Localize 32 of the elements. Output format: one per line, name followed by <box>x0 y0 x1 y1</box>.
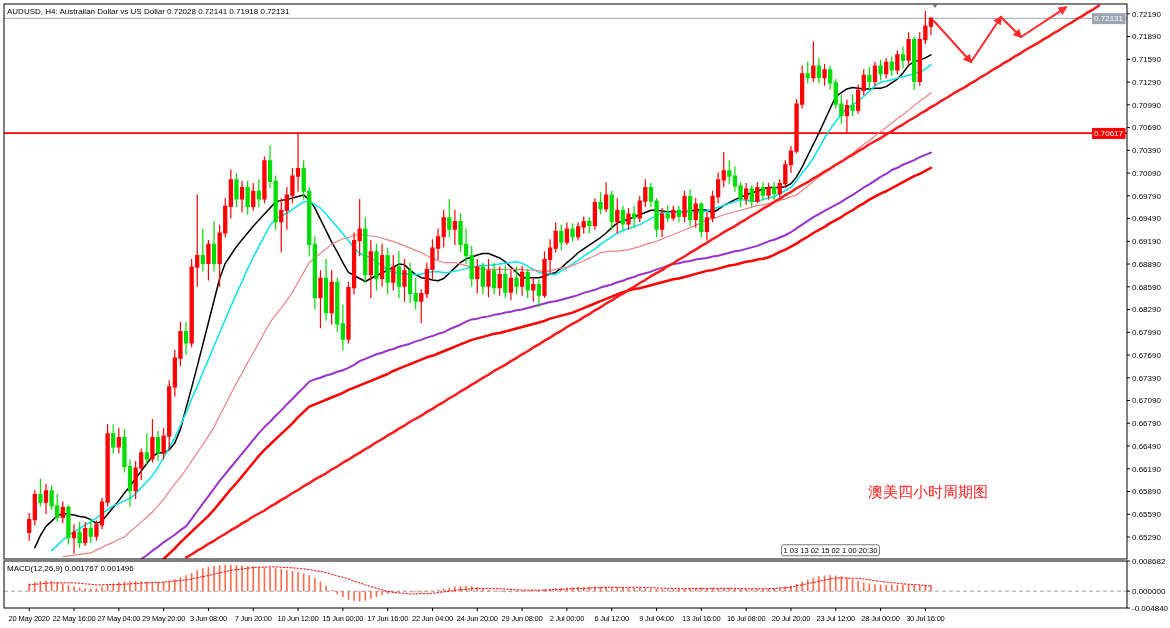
y-tick-label: 0.70990 <box>1132 100 1162 110</box>
y-tick-label: 0.70090 <box>1132 168 1162 178</box>
annotation: 澳美四小时周期图 <box>868 483 989 501</box>
y-tick-label: 0.68290 <box>1132 305 1162 315</box>
y-tick-label: 0.65890 <box>1132 487 1162 497</box>
y-tick-label: 0.70690 <box>1132 123 1162 133</box>
ref-line-label: 0.72131 <box>1094 14 1124 24</box>
y-tick-label: 0.65590 <box>1132 510 1162 520</box>
y-tick-label: 0.67990 <box>1132 328 1162 338</box>
y-tick-label: 0.67090 <box>1132 396 1162 406</box>
y-tick-label: 0.68890 <box>1132 259 1162 269</box>
chart-title: MACD(12,26,9) 0.001767 0.001496 <box>7 563 135 573</box>
y-tick-label: 0.71890 <box>1132 32 1162 42</box>
y-tick-label: 0.72190 <box>1132 9 1162 19</box>
y-tick-label: 0.71590 <box>1132 55 1162 65</box>
y-tick-label: 0.71290 <box>1132 77 1162 87</box>
y-tick-label: 0.68590 <box>1132 282 1162 292</box>
y-tick-label: 0.69790 <box>1132 191 1162 201</box>
y-tick-label: 0.65290 <box>1132 532 1162 542</box>
y-tick-label: 0.66790 <box>1132 419 1162 429</box>
y-tick-label: 0.67390 <box>1132 373 1162 383</box>
y-tick-label: 0.008682 <box>1132 556 1166 566</box>
y-tick-label: -0.004840 <box>1132 603 1169 613</box>
y-tick-label: 0.69190 <box>1132 237 1162 247</box>
y-tick-label: 0.66490 <box>1132 441 1162 451</box>
y-tick-label: 0.67690 <box>1132 350 1162 360</box>
ref-line-label: 0.70617 <box>1094 128 1124 138</box>
y-tick-label: 0.66190 <box>1132 464 1162 474</box>
y-tick-label: 0.000000 <box>1132 586 1166 596</box>
chart-title: AUDUSD, H4: Australian Dollar vs US Dollar 0.72028 0.72141 0.71918 0.72131 <box>7 6 290 16</box>
y-tick-label: 0.69490 <box>1132 214 1162 224</box>
y-tick-label: 0.70390 <box>1132 146 1162 156</box>
